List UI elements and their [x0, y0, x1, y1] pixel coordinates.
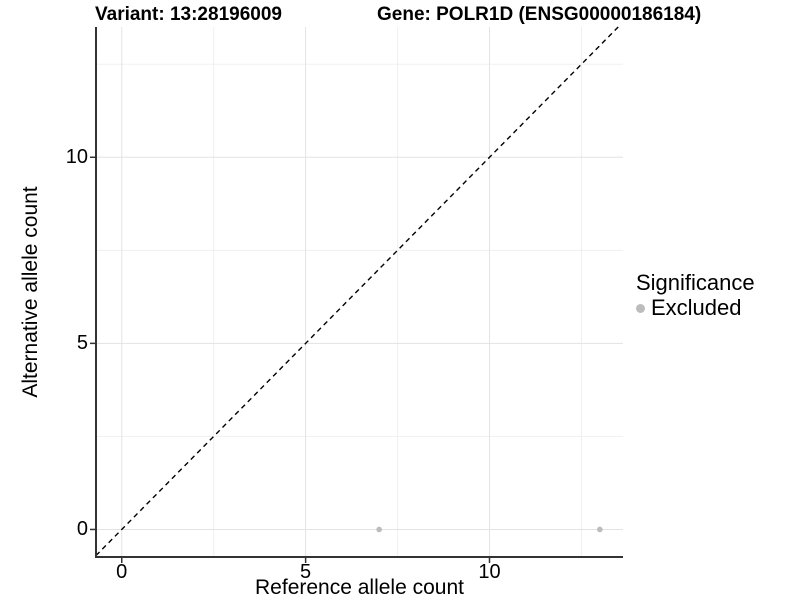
plot-title-gene: Gene: POLR1D (ENSG00000186184) [377, 4, 702, 25]
plot-title-variant: Variant: 13:28196009 [95, 4, 282, 25]
legend-point-icon [636, 303, 645, 313]
legend-item-excluded: Excluded [636, 296, 755, 320]
x-axis-label: Reference allele count [255, 576, 464, 599]
data-point [376, 526, 382, 533]
y-tick-label: 5 [76, 332, 88, 355]
x-tick-label: 10 [478, 561, 501, 583]
x-tick-label: 0 [116, 561, 128, 583]
y-tick-label: 10 [65, 146, 88, 169]
y-tick-label: 0 [76, 518, 88, 541]
legend: Significance Excluded [636, 271, 755, 320]
legend-item-label: Excluded [651, 295, 742, 320]
x-tick-label: 5 [300, 561, 312, 583]
data-point [597, 526, 603, 533]
legend-title: Significance [636, 270, 755, 295]
y-axis-label: Alternative allele count [19, 186, 42, 398]
identity-dashed-line [95, 26, 619, 557]
